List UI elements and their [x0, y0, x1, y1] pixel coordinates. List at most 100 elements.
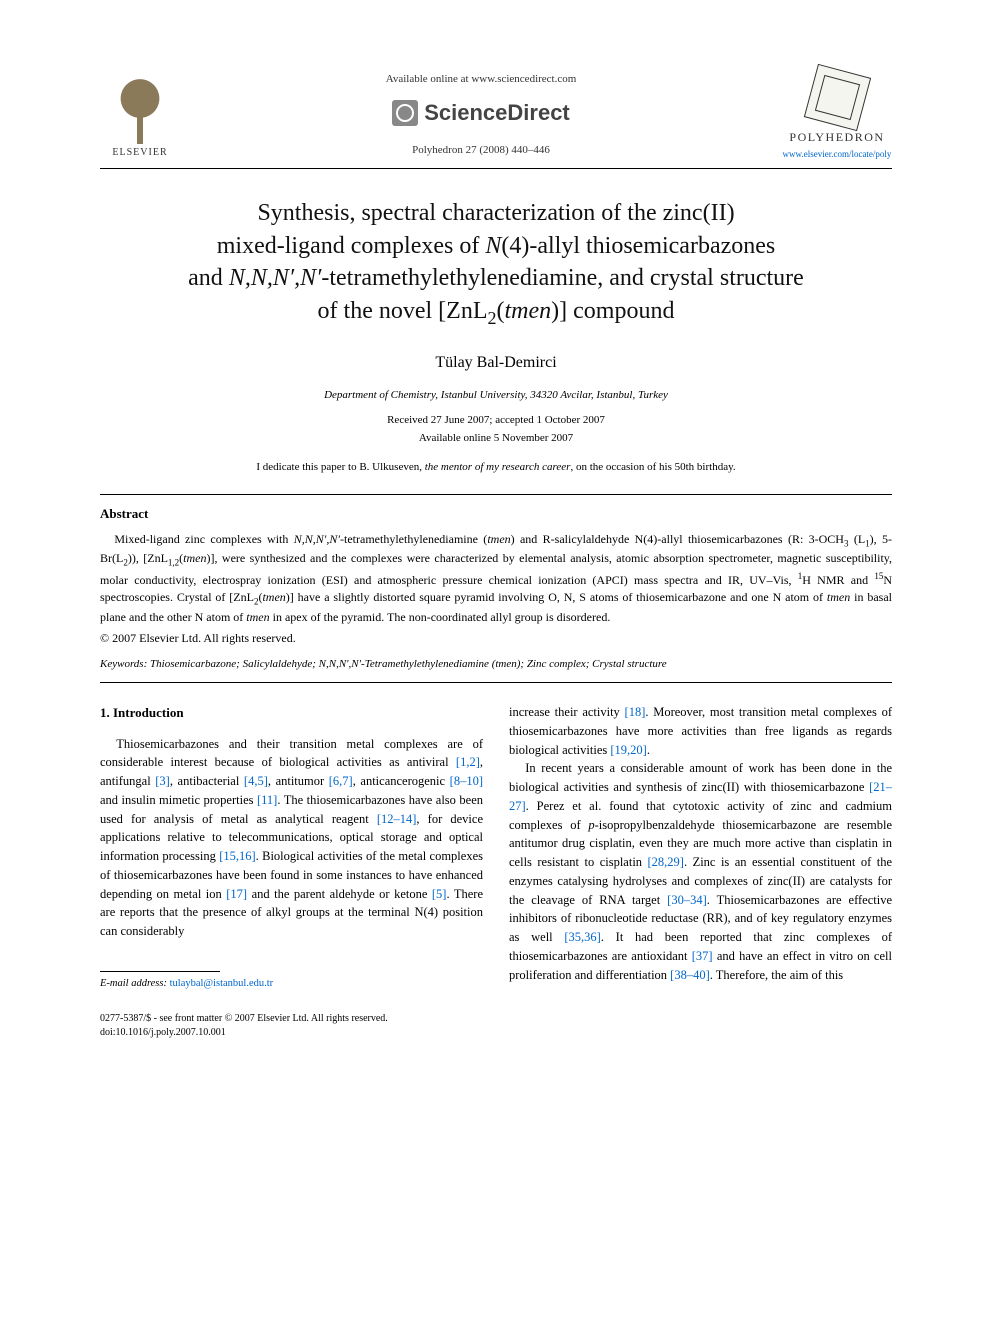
title-line4-end: )] compound	[551, 298, 674, 324]
sciencedirect-icon	[392, 100, 418, 126]
title-line2-mid: (4)-allyl thiosemicarbazones	[501, 233, 775, 259]
c1-t4: , antibacterial	[170, 774, 244, 788]
author-name: Tülay Bal-Demirci	[100, 352, 892, 374]
right-column: increase their activity [18]. Moreover, …	[509, 703, 892, 992]
c2p2-ref13[interactable]: [38–40]	[670, 968, 710, 982]
c2-ref3[interactable]: [19,20]	[610, 743, 646, 757]
title-line1: Synthesis, spectral characterization of …	[257, 200, 734, 226]
elsevier-label: ELSEVIER	[112, 146, 167, 160]
abs-t26: in apex of the pyramid. The non-coordina…	[270, 610, 611, 624]
keywords-bottom-rule	[100, 682, 892, 683]
intro-para-1-cont: increase their activity [18]. Moreover, …	[509, 703, 892, 759]
title-line3-ital: N,N,N′,N′	[229, 265, 322, 291]
title-line3-prefix: and	[188, 265, 229, 291]
keywords-text: Thiosemicarbazone; Salicylaldehyde; N,N,…	[147, 658, 666, 670]
email-footnote: E-mail address: tulaybal@istanbul.edu.tr	[100, 976, 483, 992]
c1-ref1[interactable]: [1,2]	[456, 755, 480, 769]
dedication-prefix: I dedicate this paper to B. Ulkuseven,	[256, 461, 424, 473]
abs-t25: tmen	[246, 610, 269, 624]
polyhedron-label: POLYHEDRON	[789, 129, 884, 146]
abstract-heading: Abstract	[100, 505, 892, 523]
email-label: E-mail address:	[100, 978, 167, 989]
keywords: Keywords: Thiosemicarbazone; Salicylalde…	[100, 657, 892, 672]
c2p2-t0: In recent years a considerable amount of…	[509, 761, 892, 794]
abstract-copyright: © 2007 Elsevier Ltd. All rights reserved…	[100, 630, 892, 647]
journal-url[interactable]: www.elsevier.com/locate/poly	[783, 148, 892, 161]
body-columns: 1. Introduction Thiosemicarbazones and t…	[100, 703, 892, 992]
abs-t21: tmen	[262, 590, 285, 604]
c2-ref1[interactable]: [18]	[625, 705, 646, 719]
journal-reference: Polyhedron 27 (2008) 440–446	[180, 143, 782, 158]
abs-t4: ) and R-salicylaldehyde N(4)-allyl thios…	[511, 532, 844, 546]
front-matter-line: 0277-5387/$ - see front matter © 2007 El…	[100, 1012, 892, 1026]
c2p2-ref11[interactable]: [37]	[692, 949, 713, 963]
abs-t3: tmen	[487, 532, 510, 546]
dedication-suffix: , on the occasion of his 50th birthday.	[570, 461, 735, 473]
polyhedron-icon	[803, 64, 870, 131]
c1-t8: , anticancerogenic	[353, 774, 450, 788]
doi-line: doi:10.1016/j.poly.2007.10.001	[100, 1026, 892, 1040]
journal-header: ELSEVIER Available online at www.science…	[100, 70, 892, 160]
abs-t6: (L	[848, 532, 865, 546]
c1-ref17[interactable]: [17]	[226, 887, 247, 901]
abs-t13: tmen	[183, 551, 206, 565]
c2p2-ref7[interactable]: [30–34]	[667, 893, 707, 907]
abs-t14: )], were synthesized and the complexes w…	[100, 551, 892, 586]
available-online-text: Available online at www.sciencedirect.co…	[180, 72, 782, 87]
abs-t2: -tetramethylethylenediamine (	[340, 532, 487, 546]
polyhedron-logo: POLYHEDRON www.elsevier.com/locate/poly	[782, 70, 892, 160]
c2-t4: .	[647, 743, 650, 757]
abs-t10: )), [ZnL	[128, 551, 168, 565]
c1-t18: and the parent aldehyde or ketone	[247, 887, 432, 901]
header-rule	[100, 168, 892, 169]
c1-t6: , antitumor	[268, 774, 329, 788]
intro-para-2: In recent years a considerable amount of…	[509, 759, 892, 984]
c1-ref3[interactable]: [3]	[155, 774, 170, 788]
left-column: 1. Introduction Thiosemicarbazones and t…	[100, 703, 483, 992]
intro-para-1: Thiosemicarbazones and their transition …	[100, 735, 483, 941]
abs-t16: H NMR and	[802, 573, 874, 587]
abs-t22: )] have a slightly distorted square pyra…	[286, 590, 827, 604]
email-address[interactable]: tulaybal@istanbul.edu.tr	[170, 978, 274, 989]
elsevier-logo: ELSEVIER	[100, 70, 180, 160]
c1-ref7[interactable]: [6,7]	[329, 774, 353, 788]
dedication-ital: the mentor of my research career	[425, 461, 571, 473]
elsevier-tree-icon	[110, 79, 170, 144]
abs-t0: Mixed-ligand zinc complexes with	[114, 532, 293, 546]
abstract-body: Mixed-ligand zinc complexes with N,N,N′,…	[100, 531, 892, 626]
introduction-heading: 1. Introduction	[100, 703, 483, 723]
keywords-label: Keywords:	[100, 658, 147, 670]
c2p2-t14: . Therefore, the aim of this	[710, 968, 843, 982]
abstract-top-rule	[100, 494, 892, 495]
affiliation: Department of Chemistry, Istanbul Univer…	[100, 388, 892, 403]
c1-t10: and insulin mimetic properties	[100, 793, 257, 807]
abs-t1: N,N,N′,N′	[294, 532, 340, 546]
title-line4-ital: tmen	[504, 298, 551, 324]
abs-t23: tmen	[827, 590, 850, 604]
abs-t11: 1,2	[168, 558, 179, 568]
article-title: Synthesis, spectral characterization of …	[100, 197, 892, 329]
c1-ref5[interactable]: [4,5]	[244, 774, 268, 788]
title-line2-prefix: mixed-ligand complexes of	[217, 233, 486, 259]
c1-ref13[interactable]: [12–14]	[377, 812, 417, 826]
online-date: Available online 5 November 2007	[100, 431, 892, 446]
c1-t0: Thiosemicarbazones and their transition …	[100, 737, 483, 770]
c1-ref11[interactable]: [11]	[257, 793, 277, 807]
abs-t17: 15	[874, 571, 883, 581]
dedication: I dedicate this paper to B. Ulkuseven, t…	[100, 460, 892, 475]
c2p2-ref5[interactable]: [28,29]	[648, 855, 684, 869]
footnote-separator	[100, 971, 220, 972]
c2-t0: increase their activity	[509, 705, 625, 719]
title-line4-prefix: of the novel [ZnL	[318, 298, 488, 324]
c1-ref19[interactable]: [5]	[432, 887, 447, 901]
received-date: Received 27 June 2007; accepted 1 Octobe…	[100, 413, 892, 428]
c1-ref9[interactable]: [8–10]	[450, 774, 483, 788]
bottom-matter: 0277-5387/$ - see front matter © 2007 El…	[100, 1012, 892, 1040]
sciencedirect-brand: ScienceDirect	[392, 98, 570, 129]
c2p2-ref9[interactable]: [35,36]	[564, 930, 600, 944]
c1-ref15[interactable]: [15,16]	[219, 849, 255, 863]
center-header: Available online at www.sciencedirect.co…	[180, 72, 782, 158]
title-line3-rest: -tetramethylethylenediamine, and crystal…	[321, 265, 803, 291]
sciencedirect-label: ScienceDirect	[424, 98, 570, 129]
title-line2-ital: N	[485, 233, 501, 259]
